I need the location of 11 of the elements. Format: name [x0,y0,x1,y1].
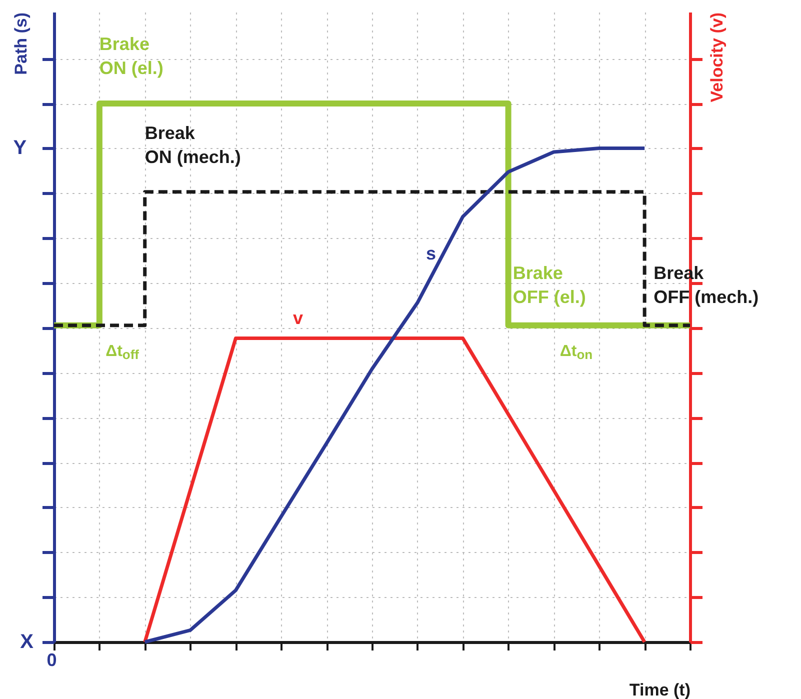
series-label: s [426,243,436,264]
annotation: Brake OFF (el.) [512,263,586,308]
series-label: v [292,308,303,328]
text: Brake ON (el.) [99,34,164,78]
text: 0 [46,650,57,670]
annotation: Break ON (mech.) [144,123,241,168]
text: Y [13,137,28,160]
y2-axis-title: Velocity (v) [708,12,726,102]
text: X [20,631,34,653]
x-axis-title: Time (t) [629,680,690,699]
y-axis-title: Path (s) [12,12,30,75]
